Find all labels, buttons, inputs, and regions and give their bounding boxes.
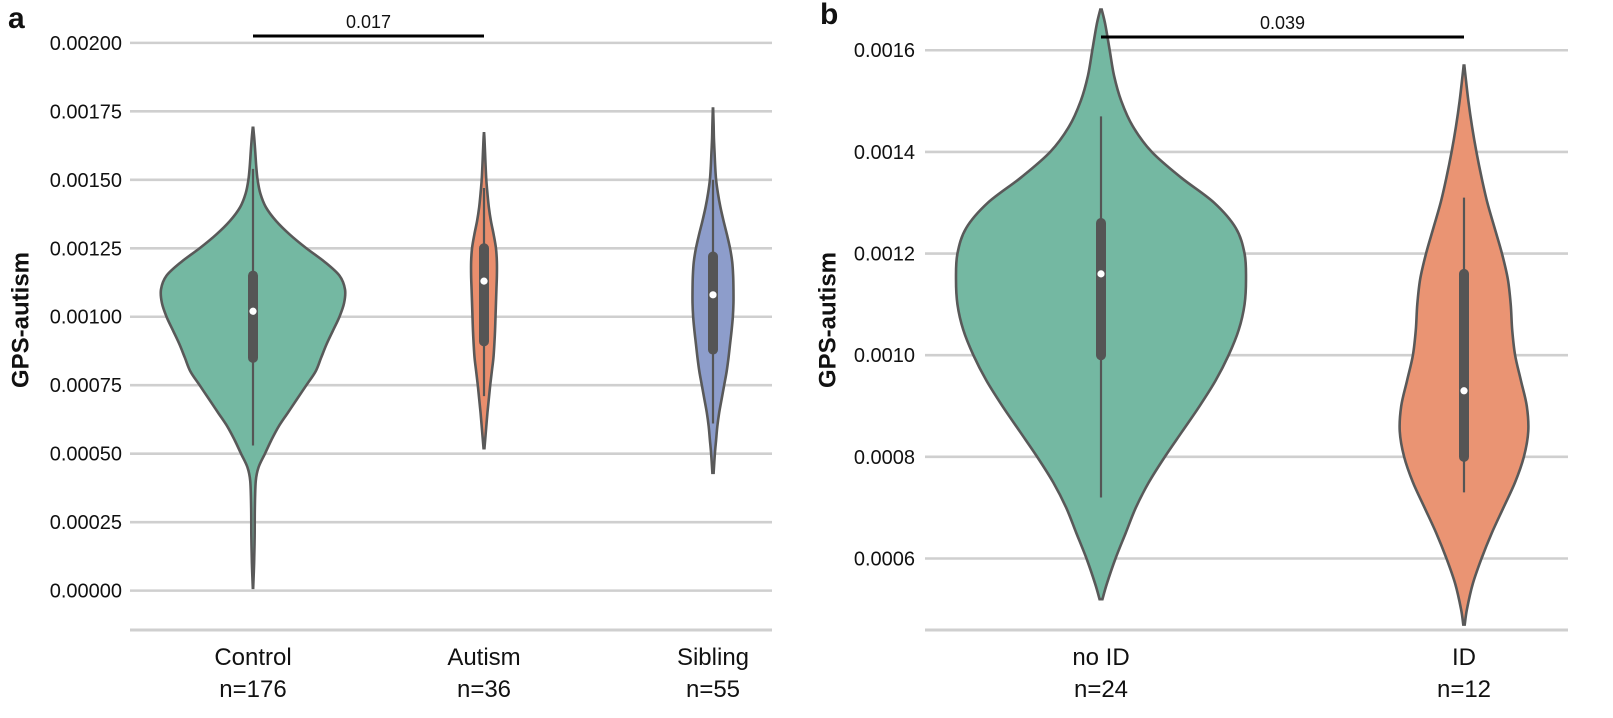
panel-b-violin-plot: 0.0006 0.0008 0.0010 0.0012 0.0014 0.0016 GPS-… — [814, 0, 1568, 703]
y-tick-label-0-0016: 0.0016 — [854, 40, 915, 62]
significance-p-value: 0.017 — [346, 12, 391, 32]
panel-letter: b — [820, 0, 838, 31]
y-tick-label-0-0008: 0.0008 — [854, 447, 915, 469]
significance-p-value: 0.039 — [1260, 13, 1305, 33]
panel-a-violin-plot: 0.00000 0.00025 0.00050 0.00075 0.00100 0.001… — [7, 2, 772, 703]
y-tick-label-0-0010: 0.0010 — [854, 345, 915, 367]
y-tick-label-0-00100: 0.00100 — [50, 307, 122, 329]
sample-size-label-control: n=176 — [219, 676, 286, 703]
sample-size-label-no-id: n=24 — [1074, 676, 1128, 703]
y-tick-label-0-00075: 0.00075 — [50, 375, 122, 397]
median-point-id — [1460, 387, 1468, 395]
x-tick-label-sibling: Sibling — [677, 644, 749, 671]
y-axis-label: GPS-autism — [7, 252, 34, 388]
y-tick-label-0-0012: 0.0012 — [854, 244, 915, 266]
y-tick-label-0-00050: 0.00050 — [50, 444, 122, 466]
median-point-autism — [480, 277, 488, 285]
violin-control — [159, 126, 347, 590]
sample-size-label-autism: n=36 — [457, 676, 511, 703]
sample-size-label-id: n=12 — [1437, 676, 1491, 703]
y-tick-label-0-00150: 0.00150 — [50, 170, 122, 192]
y-tick-label-0-00025: 0.00025 — [50, 512, 122, 534]
median-point-sibling — [709, 291, 717, 299]
median-point-no-id — [1097, 270, 1105, 278]
x-tick-label-autism: Autism — [447, 644, 520, 671]
y-axis-label: GPS-autism — [814, 252, 841, 388]
y-tick-label-0-00125: 0.00125 — [50, 238, 122, 260]
violin-id — [1398, 64, 1530, 626]
y-tick-label-0-00200: 0.00200 — [50, 33, 122, 55]
x-tick-label-id: ID — [1452, 644, 1476, 671]
x-tick-label-control: Control — [214, 644, 291, 671]
y-tick-label-0-0014: 0.0014 — [854, 142, 915, 164]
y-tick-label-0-00000: 0.00000 — [50, 581, 122, 603]
y-tick-label-0-0006: 0.0006 — [854, 549, 915, 571]
violin-sibling — [691, 107, 735, 475]
panel-letter: a — [8, 2, 25, 35]
violin-autism — [469, 131, 499, 450]
median-point-control — [249, 307, 257, 315]
y-tick-label-0-00175: 0.00175 — [50, 101, 122, 123]
sample-size-label-sibling: n=55 — [686, 676, 740, 703]
violin-no-id — [954, 8, 1248, 601]
x-tick-label-no-id: no ID — [1072, 644, 1129, 671]
